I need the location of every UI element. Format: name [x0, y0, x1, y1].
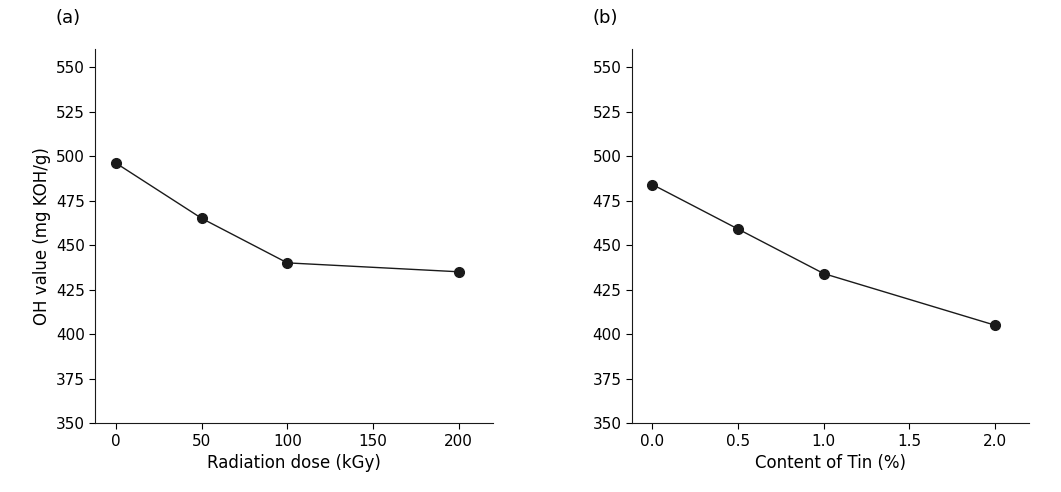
X-axis label: Radiation dose (kGy): Radiation dose (kGy): [207, 454, 381, 472]
X-axis label: Content of Tin (%): Content of Tin (%): [755, 454, 906, 472]
Y-axis label: OH value (mg KOH/g): OH value (mg KOH/g): [33, 147, 51, 325]
Text: (b): (b): [592, 9, 618, 27]
Text: (a): (a): [56, 9, 81, 27]
